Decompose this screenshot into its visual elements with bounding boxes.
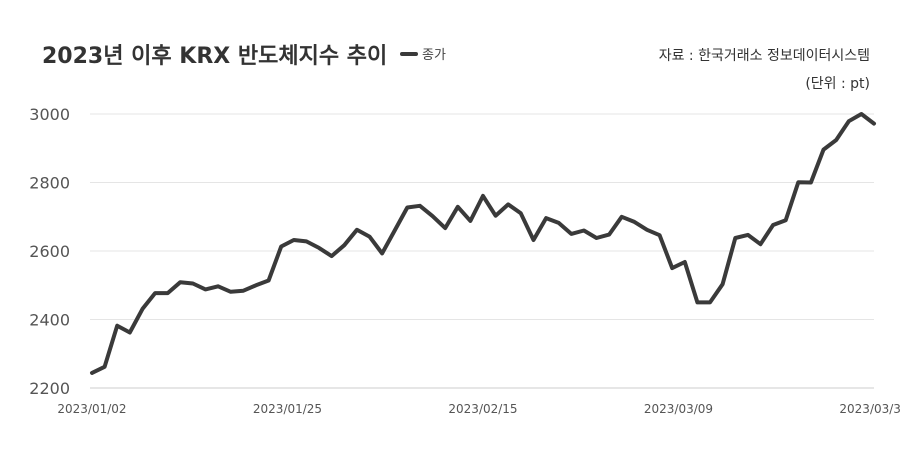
- x-tick-label: 2023/03/30: [839, 402, 900, 416]
- y-tick-label: 2600: [29, 242, 70, 261]
- y-tick-label: 3000: [29, 105, 70, 124]
- legend-line-swatch: [400, 51, 418, 56]
- y-tick-label: 2400: [29, 311, 70, 330]
- series-line-close: [90, 112, 876, 375]
- y-tick-label: 2800: [29, 174, 70, 193]
- legend: 종가: [400, 44, 446, 63]
- legend-label: 종가: [422, 48, 446, 63]
- unit-text: (단위 : pt): [805, 76, 870, 92]
- source-text: 자료 : 한국거래소 정보데이터시스템: [658, 48, 870, 64]
- source-block: 자료 : 한국거래소 정보데이터시스템 (단위 : pt): [659, 42, 870, 98]
- x-tick-label: 2023/01/25: [253, 402, 322, 416]
- chart-title: 2023년 이후 KRX 반도체지수 추이: [42, 44, 388, 69]
- x-tick-label: 2023/01/02: [57, 402, 126, 416]
- y-tick-label: 2200: [29, 379, 70, 398]
- x-tick-label: 2023/03/09: [644, 402, 713, 416]
- x-tick-label: 2023/02/15: [448, 402, 517, 416]
